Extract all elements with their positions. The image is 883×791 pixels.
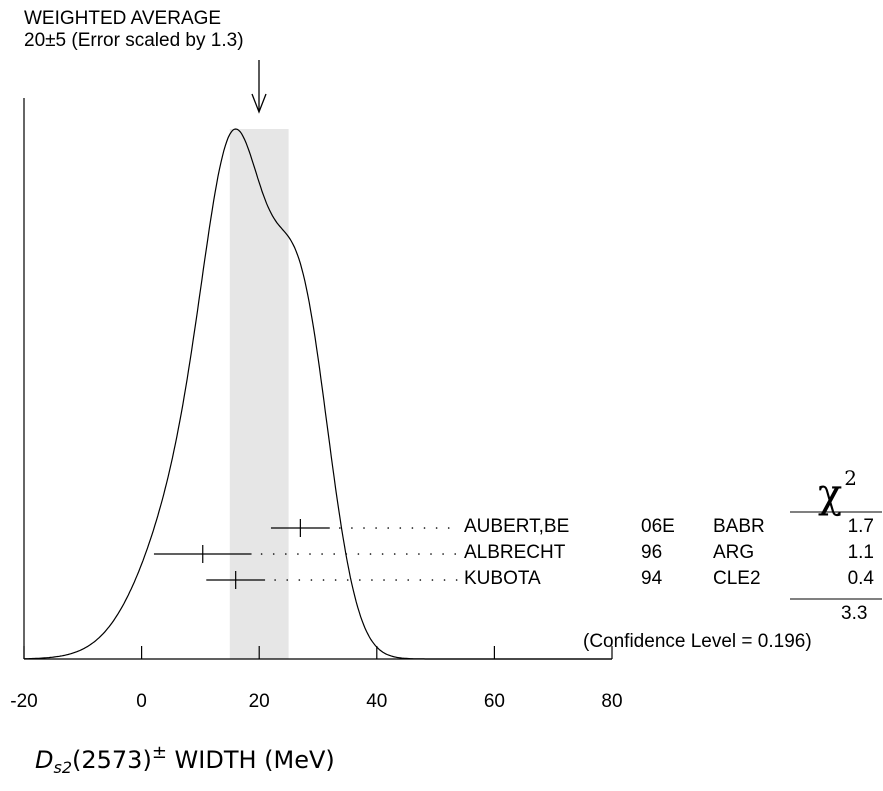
x-axis-ticks [23,646,613,659]
x-axis-title: Ds2(2573)± WIDTH (MeV) [35,742,335,777]
measurement-chi2: 1.7 [847,516,874,537]
average-title: WEIGHTED AVERAGE [24,8,222,29]
x-axis-symbol: D [35,746,54,774]
measurement-chi2: 0.4 [847,568,874,589]
average-arrow-head [251,93,267,114]
measurement-author: AUBERT,BE [464,516,570,537]
x-tick-label: -20 [10,691,38,712]
x-axis-superscript: ± [151,742,167,763]
average-value-text: 20±5 (Error scaled by 1.3) [24,30,244,51]
x-tick-label: 40 [366,691,388,712]
x-axis-name: (2573) [72,746,152,774]
measurement-author: ALBRECHT [464,542,566,563]
measurement-experiment: ARG [713,542,755,563]
x-tick-label: 0 [136,691,147,712]
chi2-total: 3.3 [841,603,868,624]
measurement-experiment: CLE2 [713,568,761,589]
measurement-experiment: BABR [713,516,765,537]
x-tick-label: 20 [248,691,270,712]
confidence-level: (Confidence Level = 0.196) [583,631,812,652]
measurement-year: 06E [641,516,675,537]
measurement-chi2: 1.1 [847,542,874,563]
measurements-group [153,519,459,589]
x-tick-label: 60 [483,691,505,712]
measurement-author: KUBOTA [464,568,541,589]
measurement-year: 94 [641,568,663,589]
weighted-average-band [229,129,289,659]
x-axis-subscript: s2 [53,758,72,777]
chi2-power: 2 [844,466,857,490]
chi2-symbol: χ [818,471,843,517]
measurement-year: 96 [641,542,663,563]
x-axis-rest: WIDTH (MeV) [166,746,335,774]
x-tick-label: 80 [601,691,623,712]
